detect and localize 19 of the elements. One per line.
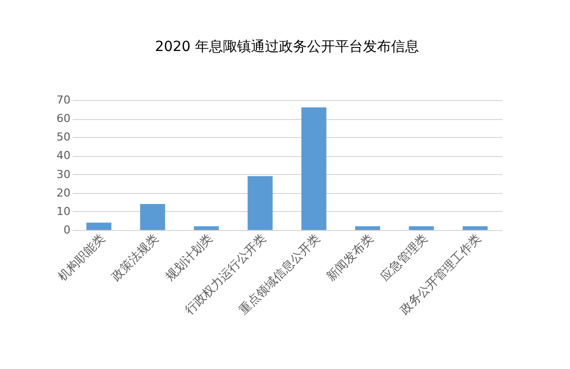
bar (462, 226, 488, 230)
y-tick-label: 50 (56, 130, 70, 144)
chart-title: 2020 年息陬镇通过政务公开平台发布信息 (154, 39, 420, 55)
y-tick-label: 10 (56, 204, 70, 218)
y-tick-label: 20 (56, 186, 70, 200)
y-tick-label: 40 (56, 149, 70, 162)
x-tick-label: 政策法规类 (108, 231, 162, 284)
bar (86, 222, 112, 230)
y-tick-label: 70 (56, 94, 70, 106)
bar (194, 226, 219, 230)
bar (408, 226, 434, 230)
bar (248, 176, 273, 230)
y-tick-label: 60 (56, 112, 70, 126)
y-tick-label: 0 (64, 224, 70, 236)
bar (140, 204, 166, 230)
y-tick-label: 30 (56, 168, 70, 181)
bar (355, 226, 380, 230)
x-tick-label: 新闻发布类 (324, 231, 376, 284)
bar (301, 107, 326, 230)
